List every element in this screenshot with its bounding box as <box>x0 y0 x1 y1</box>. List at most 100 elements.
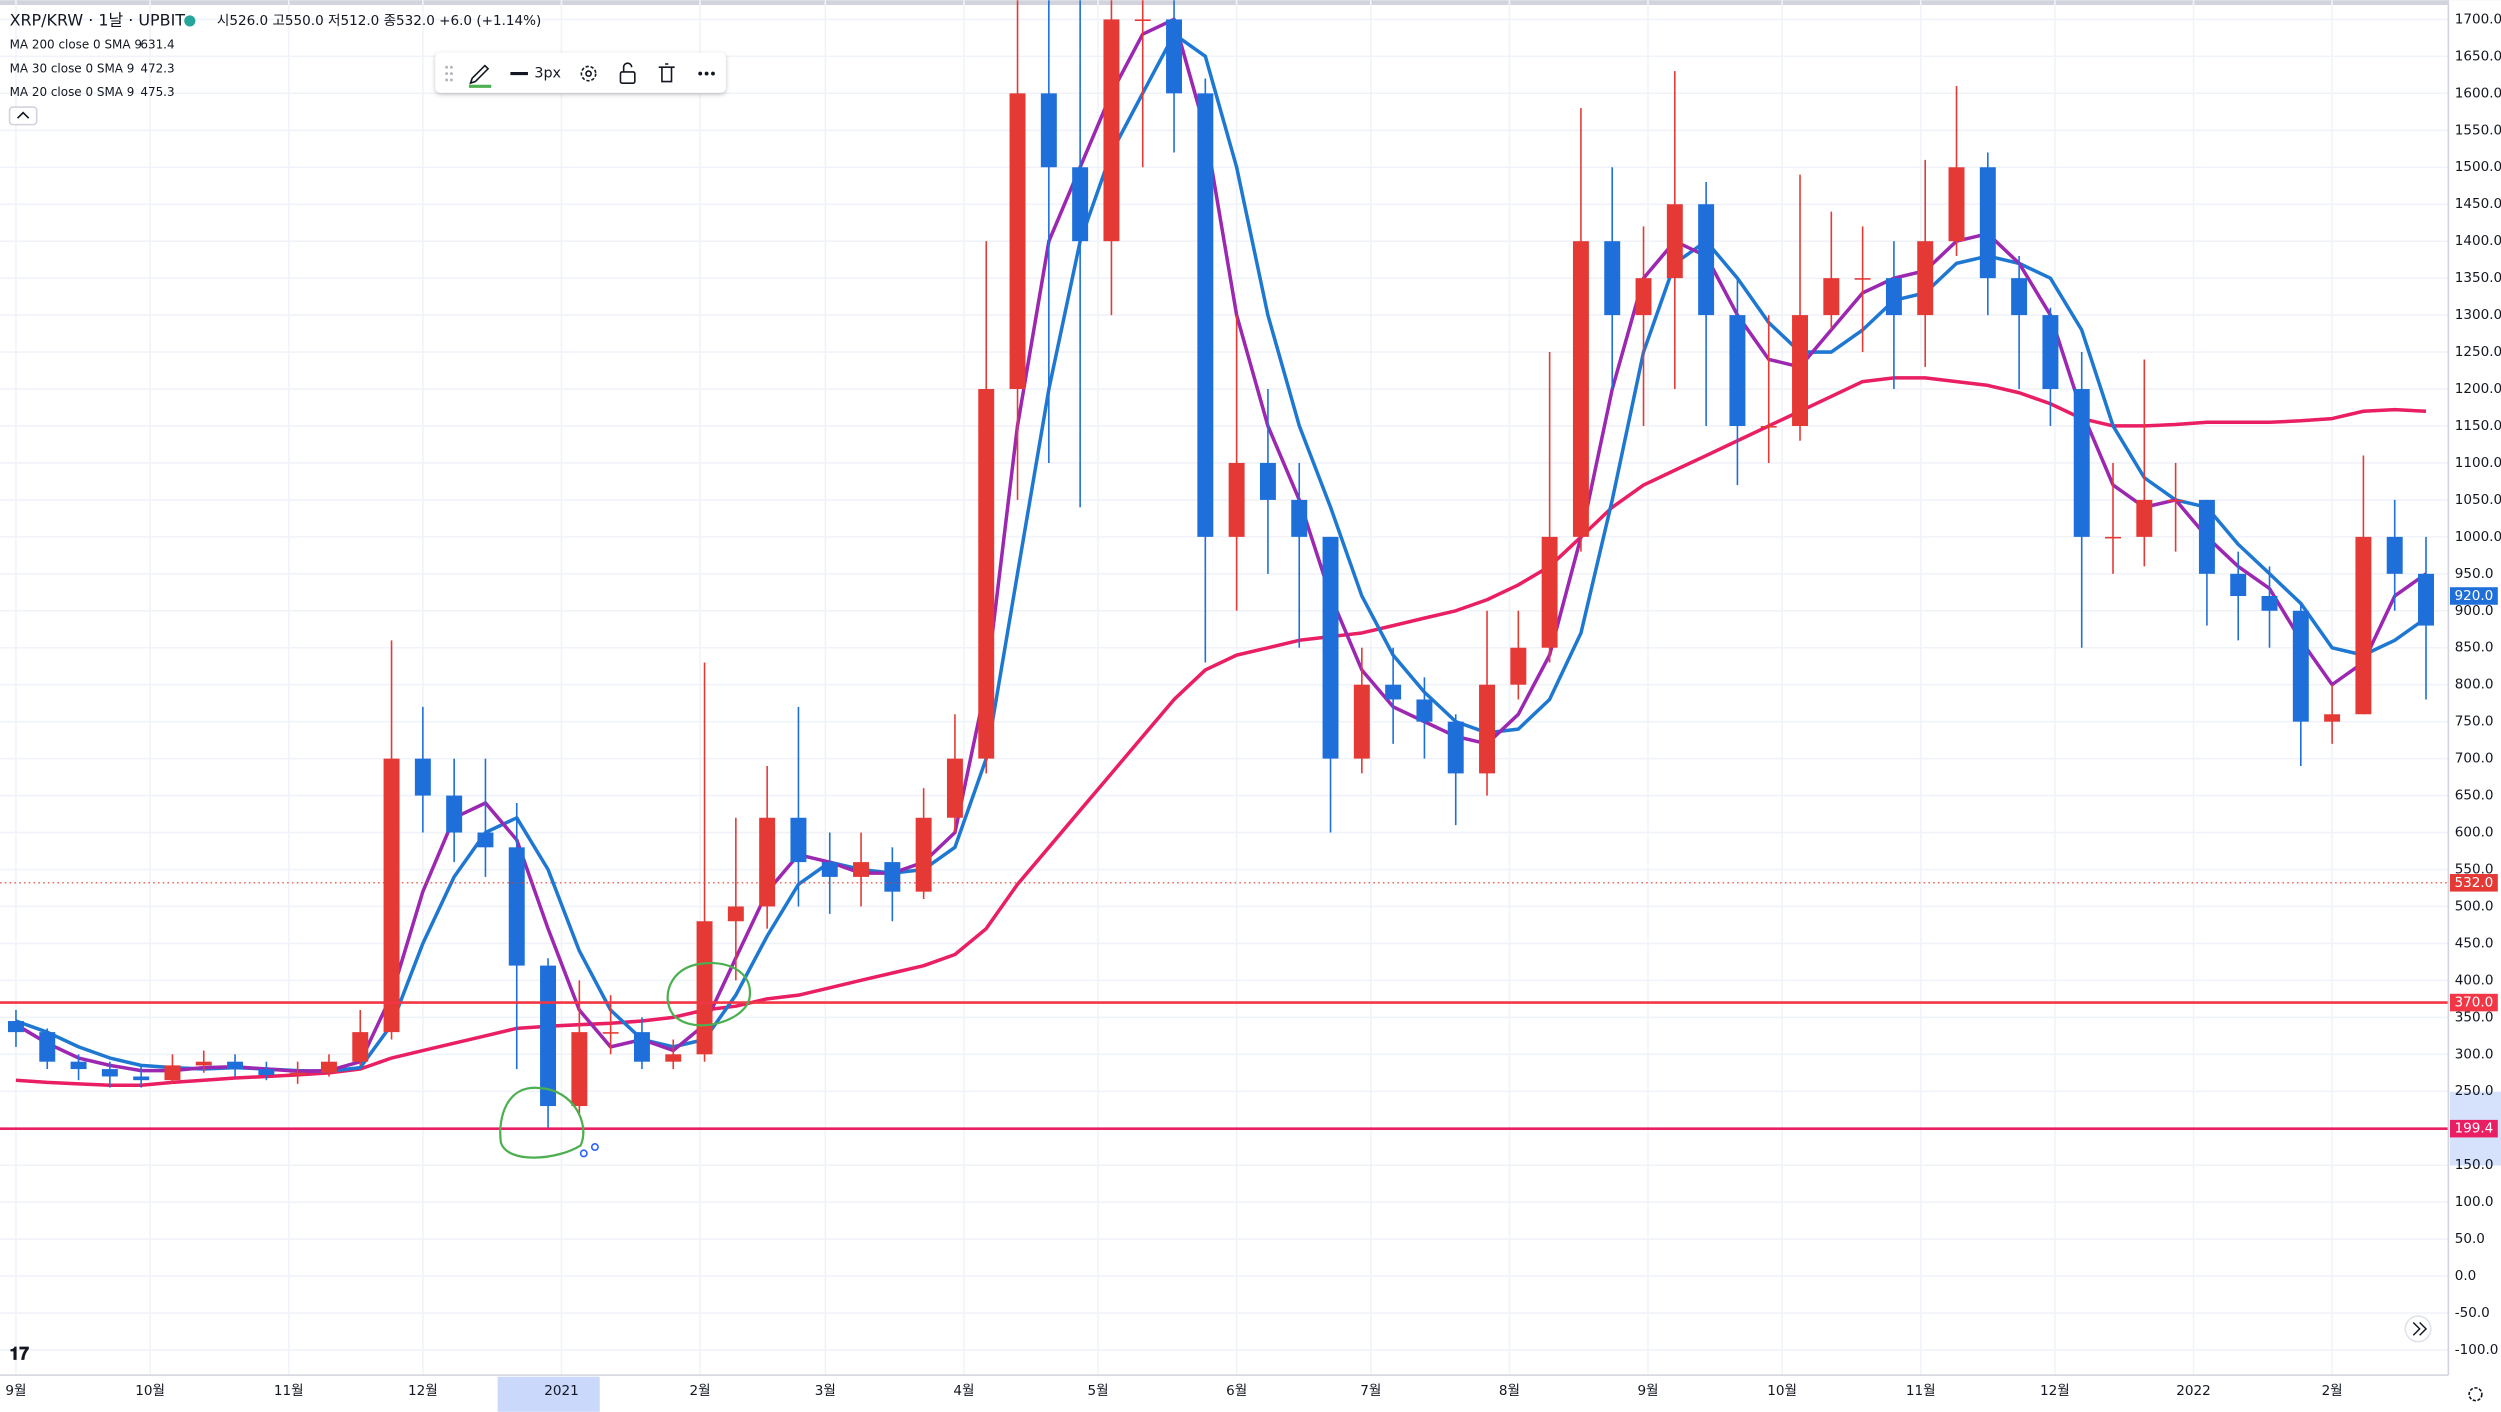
candle-body <box>1666 204 1683 279</box>
candle-body <box>1979 167 1996 279</box>
candle-body <box>2073 389 2090 537</box>
ma-line <box>15 32 2428 1074</box>
ma-line <box>15 376 2427 1088</box>
x-tick-label: 11월 <box>1906 1383 1936 1399</box>
candle-body <box>1072 167 1089 242</box>
candle-body <box>1479 684 1496 774</box>
drawing-toolbar: 3px <box>435 52 726 93</box>
y-tick-label: 1250.0 <box>2455 344 2501 360</box>
axis-settings[interactable] <box>2468 1387 2483 1402</box>
x-tick-label: 12월 <box>408 1383 438 1399</box>
y-tick-label: 150.0 <box>2455 1157 2494 1173</box>
candle-body <box>633 1032 650 1062</box>
candle-body <box>164 1065 181 1081</box>
candle-body <box>2105 536 2121 539</box>
candle-body <box>2042 315 2059 390</box>
candle-body <box>289 1072 306 1075</box>
y-tick-label: 300.0 <box>2455 1046 2494 1062</box>
y-tick-label: 1500.0 <box>2455 159 2501 175</box>
time-range-highlight <box>497 1376 600 1412</box>
candle-body <box>477 832 494 848</box>
candle-body <box>571 1032 588 1107</box>
candle-body <box>2230 573 2247 596</box>
candle-body <box>602 1032 619 1034</box>
candle-body <box>1416 699 1433 722</box>
candle-body <box>1197 93 1214 537</box>
candle-body <box>133 1076 150 1081</box>
y-tick-label: 1650.0 <box>2455 48 2501 64</box>
y-tick-label: -50.0 <box>2455 1305 2490 1321</box>
candle-body <box>1228 462 1245 537</box>
y-tick-label: 450.0 <box>2455 935 2494 951</box>
collapse-button[interactable] <box>8 106 38 126</box>
price-axis <box>2448 0 2501 1412</box>
price-label: 199.4 <box>2454 1121 2493 1137</box>
drawing-handle <box>579 1149 588 1158</box>
candle-body <box>696 921 713 1055</box>
axis-labels: 1700.0 1650.0 1600.0 1550.0 1500.0 1450.0 1400… <box>5 11 2501 1399</box>
grid <box>0 0 2449 1376</box>
candle-body <box>101 1069 118 1077</box>
candle-body <box>2324 714 2341 722</box>
line-width[interactable]: 3px <box>534 66 561 82</box>
delete-icon[interactable] <box>658 63 675 83</box>
candle-body <box>1040 93 1057 168</box>
more-icon[interactable] <box>698 71 715 76</box>
candle-body <box>1729 315 1746 426</box>
y-tick-label: 900.0 <box>2455 603 2494 619</box>
candle-body <box>1572 241 1589 537</box>
candle-body <box>1541 536 1558 648</box>
drawing-circle <box>666 962 751 1027</box>
candle-body <box>1385 684 1402 700</box>
price-label-bg <box>2449 874 2498 892</box>
candle-body <box>1291 499 1308 537</box>
x-tick-label: 5월 <box>1087 1383 1108 1399</box>
candle-body <box>1635 278 1652 316</box>
y-tick-label: 1400.0 <box>2455 233 2501 249</box>
lock-icon[interactable] <box>619 71 636 84</box>
candle-body <box>853 862 870 877</box>
candle-body <box>1447 721 1464 774</box>
candle-body <box>2261 595 2278 611</box>
candle-body <box>978 389 995 759</box>
price-label: 532.0 <box>2454 875 2493 891</box>
candle-body <box>352 1032 369 1062</box>
pen-icon[interactable] <box>469 64 490 85</box>
candle-body <box>1009 93 1026 390</box>
candle-body <box>1353 684 1370 759</box>
settings-icon[interactable] <box>580 65 597 82</box>
drawing-handle <box>590 1143 599 1152</box>
candle-body <box>195 1061 212 1066</box>
time-axis <box>0 1375 2501 1412</box>
y-tick-label: 650.0 <box>2455 788 2494 804</box>
tv-logo: 𝟏𝟕 <box>10 1344 30 1364</box>
ohlc-header: 시526.0 고550.0 저512.0 종532.0 +6.0 (+1.14%… <box>217 13 541 29</box>
candle-body <box>2198 499 2215 574</box>
candle-body <box>1134 19 1151 22</box>
x-tick-label: 9월 <box>1637 1383 1658 1399</box>
x-tick-label: 6월 <box>1226 1383 1247 1399</box>
candle-body <box>258 1069 275 1075</box>
price-label-bg <box>2449 1119 2498 1138</box>
candle-body <box>1103 19 1120 242</box>
y-tick-label: 1000.0 <box>2455 529 2501 545</box>
candle-body <box>1854 278 1871 280</box>
candle-body <box>821 862 838 877</box>
moving-averages <box>15 17 2428 1088</box>
candle-body <box>915 817 932 892</box>
y-tick-label: 1450.0 <box>2455 196 2501 212</box>
candle-body <box>70 1061 87 1070</box>
x-tick-label: 10월 <box>1767 1383 1797 1399</box>
candle-body <box>2386 536 2403 574</box>
candle-body <box>1885 278 1902 316</box>
horizontal-lines <box>0 882 2449 1130</box>
candle-body <box>790 817 807 863</box>
x-tick-label: 2021 <box>544 1383 578 1399</box>
y-tick-label: 350.0 <box>2455 1009 2494 1025</box>
candle-body <box>946 758 963 818</box>
drawing-circle <box>499 1086 585 1159</box>
legend-name: MA 200 close 0 SMA 9 <box>10 37 142 51</box>
y-tick-label: 850.0 <box>2455 640 2494 656</box>
x-tick-label: 2월 <box>2322 1383 2343 1399</box>
scroll-button[interactable] <box>2404 1315 2432 1343</box>
